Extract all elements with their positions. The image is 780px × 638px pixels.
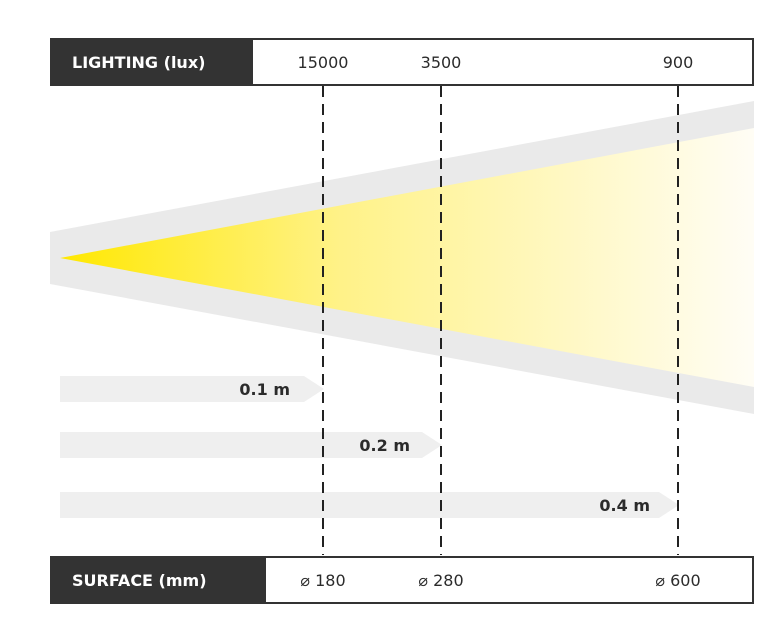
- beam-cone: [60, 128, 754, 387]
- distance-label-0-1m: 0.1 m: [239, 380, 290, 399]
- surface-header-label-bg: [50, 556, 265, 604]
- distance-label-0-2m: 0.2 m: [359, 436, 410, 455]
- lighting-header-label: LIGHTING (lux): [72, 53, 205, 72]
- surface-header: SURFACE (mm) ⌀ 180 ⌀ 280 ⌀ 600: [50, 556, 754, 604]
- guide-lines: [322, 86, 679, 555]
- surface-value-600: ⌀ 600: [655, 571, 700, 590]
- surface-value-180: ⌀ 180: [300, 571, 345, 590]
- distance-arrow-0-2m: [60, 432, 442, 458]
- lighting-header-label-bg: [50, 38, 252, 86]
- surface-value-280: ⌀ 280: [418, 571, 463, 590]
- surface-header-label: SURFACE (mm): [72, 571, 207, 590]
- light-beam: [50, 101, 754, 414]
- distance-arrow-0-1m: [60, 376, 324, 402]
- distance-label-0-4m: 0.4 m: [599, 496, 650, 515]
- lighting-value-900: 900: [663, 53, 694, 72]
- distance-arrow-0-4m: [60, 492, 679, 518]
- lighting-value-3500: 3500: [421, 53, 462, 72]
- distance-arrows: 0.1 m 0.2 m 0.4 m: [60, 376, 679, 518]
- lighting-header-values-box: [251, 38, 754, 86]
- lighting-header: LIGHTING (lux) 15000 3500 900: [50, 38, 754, 86]
- surface-header-values-box: [264, 556, 754, 604]
- lighting-value-15000: 15000: [298, 53, 349, 72]
